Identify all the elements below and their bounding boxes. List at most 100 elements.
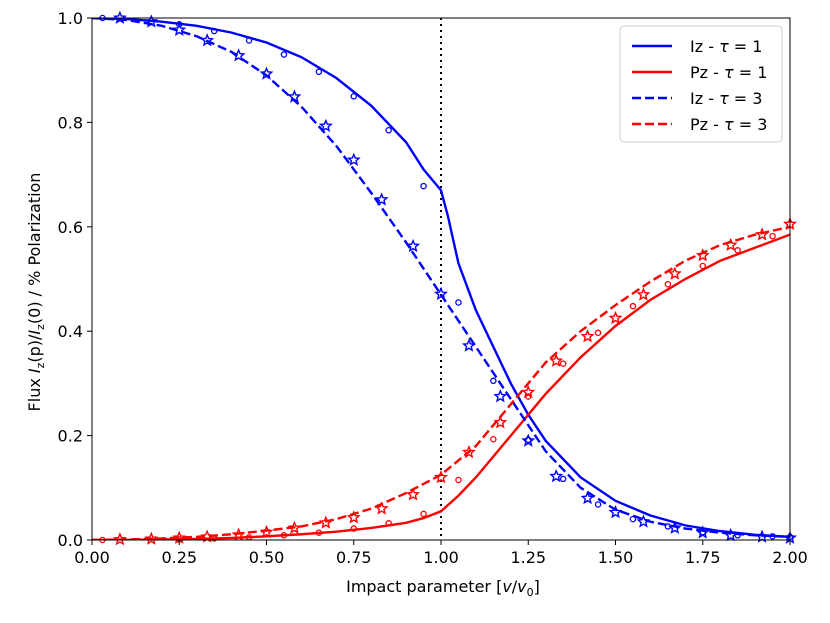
data-point-star-2 — [406, 238, 421, 253]
data-point-circle-1 — [420, 510, 427, 518]
data-point-star-3 — [580, 329, 595, 343]
y-tick-label: 0.8 — [58, 113, 83, 132]
data-point-star-3 — [287, 520, 302, 534]
data-point-circle-0 — [385, 126, 392, 134]
y-tick-label: 1.0 — [58, 9, 83, 28]
data-point-circle-0 — [175, 21, 183, 28]
y-tick-label: 0.0 — [58, 531, 83, 550]
data-point-star-2 — [318, 118, 333, 132]
data-point-circle-0 — [350, 93, 357, 100]
y-tick-label: 0.4 — [58, 322, 83, 341]
series-line-3 — [92, 225, 790, 540]
data-point-circle-0 — [280, 51, 288, 58]
data-point-circle-0 — [455, 299, 462, 306]
data-point-circle-1 — [734, 247, 741, 254]
data-point-star-2 — [549, 468, 564, 483]
data-point-star-2 — [346, 152, 361, 166]
series-line-0 — [92, 18, 790, 539]
y-tick-label: 0.2 — [58, 427, 83, 446]
data-point-circle-0 — [490, 377, 497, 385]
data-point-star-3 — [112, 532, 127, 546]
legend-box — [619, 25, 783, 143]
x-tick-label: 0.75 — [336, 548, 372, 567]
data-point-circle-1 — [699, 262, 707, 270]
data-point-circle-0 — [245, 37, 253, 44]
data-point-star-2 — [144, 14, 159, 28]
data-point-star-2 — [287, 89, 302, 103]
data-point-star-2 — [374, 192, 389, 206]
x-tick-label: 0.50 — [249, 548, 285, 567]
data-point-circle-0 — [559, 475, 567, 483]
data-point-star-2 — [580, 490, 595, 505]
data-point-star-3 — [200, 529, 215, 543]
x-tick-label: 1.75 — [685, 548, 721, 567]
data-point-circle-1 — [385, 520, 392, 527]
plot-area — [92, 10, 797, 546]
data-point-circle-0 — [629, 515, 637, 523]
data-point-star-2 — [755, 529, 770, 543]
x-tick-label: 1.25 — [510, 548, 546, 567]
data-point-star-2 — [461, 338, 476, 352]
data-point-star-2 — [434, 286, 448, 301]
data-point-star-2 — [608, 505, 623, 519]
data-point-star-3 — [318, 515, 333, 529]
data-point-star-2 — [259, 66, 274, 80]
data-point-star-2 — [667, 520, 682, 534]
data-point-star-2 — [695, 525, 710, 539]
data-point-circle-1 — [350, 525, 357, 532]
data-point-circle-0 — [525, 436, 532, 444]
data-point-star-3 — [434, 470, 448, 484]
data-point-circle-1 — [559, 360, 567, 367]
data-point-star-3 — [667, 266, 682, 280]
data-point-star-3 — [755, 227, 770, 241]
data-point-circle-0 — [210, 27, 218, 35]
data-point-star-2 — [200, 33, 215, 47]
x-tick-label: 0.00 — [74, 548, 110, 567]
data-point-circle-1 — [455, 476, 462, 484]
legend-label-pz-tau1: Pz - τ = 1 — [690, 63, 767, 82]
data-point-star-3 — [259, 524, 274, 539]
data-point-star-2 — [112, 10, 127, 24]
data-point-circle-1 — [594, 329, 602, 337]
x-tick-label: 1.00 — [423, 548, 459, 567]
data-point-circle-1 — [315, 529, 323, 536]
data-point-star-3 — [406, 487, 421, 501]
data-point-star-3 — [723, 237, 738, 251]
data-point-circle-1 — [280, 532, 288, 539]
legend-entry-pz-tau3: Pz - τ = 3 — [632, 115, 767, 134]
legend-label-iz-tau1: Iz - τ = 1 — [690, 37, 762, 56]
axes: 0.00 0.25 0.50 0.75 1.00 1.25 1.50 1.75 2.00 0.0 0… — [58, 9, 808, 567]
data-point-circle-0 — [420, 182, 427, 190]
y-tick-label: 0.6 — [58, 218, 83, 237]
data-point-star-3 — [493, 415, 508, 429]
legend-entry-iz-tau1: Iz - τ = 1 — [632, 37, 762, 56]
data-point-circle-0 — [594, 501, 602, 508]
data-point-star-3 — [608, 310, 623, 325]
x-tick-label: 1.50 — [598, 548, 634, 567]
data-point-star-3 — [636, 287, 651, 301]
x-tick-label: 2.00 — [772, 548, 808, 567]
x-axis-label: Impact parameter [v/v0] — [346, 577, 540, 599]
legend-label-iz-tau3: Iz - τ = 3 — [690, 89, 762, 108]
data-point-star-3 — [521, 384, 536, 399]
data-point-circle-0 — [315, 68, 323, 76]
data-point-star-3 — [374, 501, 389, 515]
data-point-star-2 — [521, 433, 536, 447]
y-axis-label: Flux Iz(p)/Iz(0) / % Polarization — [25, 173, 47, 412]
legend-entry-iz-tau3: Iz - τ = 3 — [632, 89, 762, 108]
legend: Iz - τ = 1 Pz - τ = 1 Iz - τ = 3 Pz - τ … — [619, 25, 783, 143]
data-point-circle-0 — [769, 533, 776, 540]
data-point-star-2 — [493, 389, 508, 403]
series-line-1 — [92, 233, 790, 540]
data-point-circle-1 — [490, 436, 497, 443]
data-point-star-3 — [144, 531, 159, 545]
data-point-star-2 — [723, 527, 738, 542]
data-point-star-2 — [172, 22, 187, 36]
data-point-star-3 — [231, 527, 246, 541]
data-point-star-2 — [636, 514, 651, 528]
data-point-star-2 — [231, 48, 246, 62]
x-tick-label: 0.25 — [161, 548, 197, 567]
data-point-circle-1 — [664, 280, 672, 288]
